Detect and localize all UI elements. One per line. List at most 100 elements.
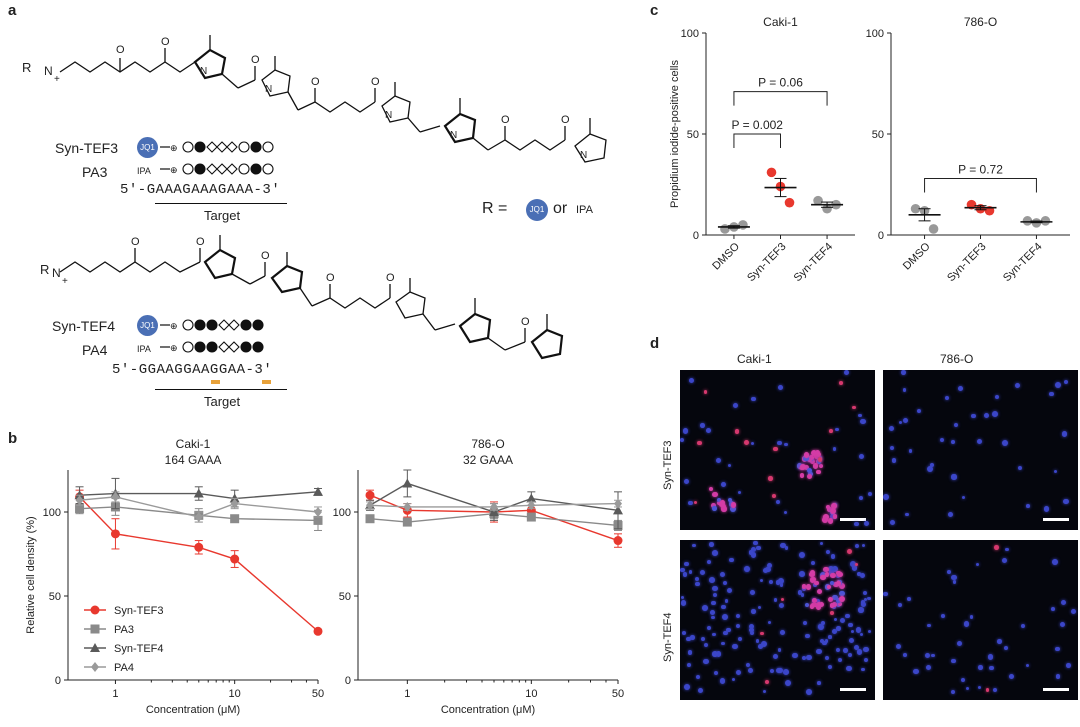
cell-nucleus xyxy=(805,689,812,696)
group-syn-tef4 xyxy=(1020,216,1053,228)
cell-nucleus xyxy=(720,481,726,487)
cell-nucleus xyxy=(766,562,772,569)
cell-nucleus xyxy=(966,687,970,691)
chart-title: Caki-1 xyxy=(176,437,211,451)
cell-nucleus xyxy=(1051,607,1056,612)
cell-nucleus xyxy=(749,627,754,633)
cell-nucleus xyxy=(817,588,823,594)
cell-nucleus xyxy=(977,686,982,690)
cell-nucleus xyxy=(712,506,717,511)
cell-nucleus xyxy=(823,514,829,520)
ipa-badge-bottom: IPA xyxy=(137,344,151,354)
cell-nucleus xyxy=(803,465,809,471)
y-axis-label: Relative cell density (%) xyxy=(25,516,37,633)
cell-nucleus xyxy=(680,567,685,573)
cell-nucleus xyxy=(832,602,838,608)
cell-nucleus xyxy=(931,653,935,657)
cell-nucleus xyxy=(707,559,712,565)
cell-nucleus xyxy=(817,623,823,629)
cell-nucleus xyxy=(848,637,854,643)
cell-nucleus xyxy=(843,648,848,654)
cell-nucleus xyxy=(1055,674,1061,679)
y-tick-label: 0 xyxy=(55,675,61,687)
cell-nucleus xyxy=(830,610,835,615)
y-tick-label: 50 xyxy=(339,591,351,603)
top-target-label: Target xyxy=(204,208,241,223)
cell-nucleus xyxy=(1026,504,1030,508)
cell-nucleus xyxy=(950,440,955,445)
cell-nucleus xyxy=(801,584,807,589)
cell-nucleus xyxy=(837,657,842,663)
cell-nucleus xyxy=(832,594,838,601)
cell-nucleus xyxy=(750,441,755,446)
cell-nucleus xyxy=(830,554,836,559)
cell-nucleus xyxy=(809,569,815,575)
cell-nucleus xyxy=(750,590,756,595)
cell-nucleus xyxy=(743,440,749,446)
data-point xyxy=(402,478,413,488)
data-point xyxy=(366,500,375,511)
cell-nucleus xyxy=(845,613,850,619)
cell-nucleus xyxy=(951,574,957,581)
cell-nucleus xyxy=(953,422,959,428)
ring-n-3: N xyxy=(385,110,393,121)
cell-nucleus xyxy=(692,543,696,547)
cell-nucleus xyxy=(801,587,806,592)
significance-bracket: P = 0.002 xyxy=(731,118,783,148)
bottom-polyamide-skeleton xyxy=(59,235,564,360)
cell-nucleus xyxy=(847,653,852,658)
cell-nucleus xyxy=(849,561,856,567)
ring-n-4: N xyxy=(450,130,458,141)
cell-nucleus xyxy=(1049,391,1054,397)
cell-nucleus xyxy=(951,659,956,664)
cell-nucleus xyxy=(856,649,863,655)
y-tick-label: 100 xyxy=(681,28,699,40)
cell-nucleus xyxy=(720,572,726,578)
cell-nucleus xyxy=(806,467,813,474)
cell-nucleus xyxy=(838,595,845,602)
y-tick-label: 50 xyxy=(872,129,884,141)
x-tick-label: Syn-TEF4 xyxy=(1001,241,1044,284)
y-tick-label: 0 xyxy=(345,675,351,687)
svg-text:⊕: ⊕ xyxy=(170,165,178,175)
cell-nucleus xyxy=(711,502,716,508)
cell-nucleus xyxy=(711,600,716,606)
cell-nucleus xyxy=(831,629,837,635)
cell-nucleus xyxy=(815,604,821,610)
data-point xyxy=(313,486,323,496)
r-def-jq1-badge: JQ1 xyxy=(526,199,548,221)
cell-nucleus xyxy=(778,578,785,585)
cell-nucleus xyxy=(926,664,932,670)
cell-nucleus xyxy=(861,667,865,672)
panel-label-a: a xyxy=(8,2,17,19)
cell-nucleus xyxy=(817,681,822,685)
cell-nucleus xyxy=(927,623,932,628)
cell-nucleus xyxy=(836,648,841,653)
cell-nucleus xyxy=(694,576,699,581)
data-point xyxy=(784,197,795,208)
cell-nucleus xyxy=(701,637,706,642)
cell-nucleus xyxy=(721,641,725,645)
cell-nucleus xyxy=(924,653,930,659)
bottom-dna-sequence: 5′-GGAAGGAAGGAA-3′ xyxy=(112,362,273,378)
scale-bar xyxy=(840,518,866,521)
cell-nucleus xyxy=(1018,465,1023,471)
cell-nucleus xyxy=(819,463,824,468)
cell-nucleus xyxy=(976,439,982,445)
cell-nucleus xyxy=(839,583,846,590)
cell-nucleus xyxy=(716,498,721,503)
scale-bar xyxy=(1043,688,1069,691)
amide-o-b3: O xyxy=(261,250,270,262)
top-polyamide-skeleton xyxy=(59,35,607,163)
cell-nucleus xyxy=(902,653,907,657)
amide-o-b6: O xyxy=(521,316,530,328)
x-tick-label: 1 xyxy=(112,688,118,700)
cell-nucleus xyxy=(813,583,817,588)
cell-nucleus xyxy=(731,677,736,682)
cell-nucleus xyxy=(801,655,807,660)
cell-nucleus xyxy=(946,570,951,574)
data-point xyxy=(111,491,120,502)
amide-o-6: O xyxy=(501,114,510,126)
scale-bar xyxy=(840,688,866,691)
cell-nucleus xyxy=(836,597,842,603)
